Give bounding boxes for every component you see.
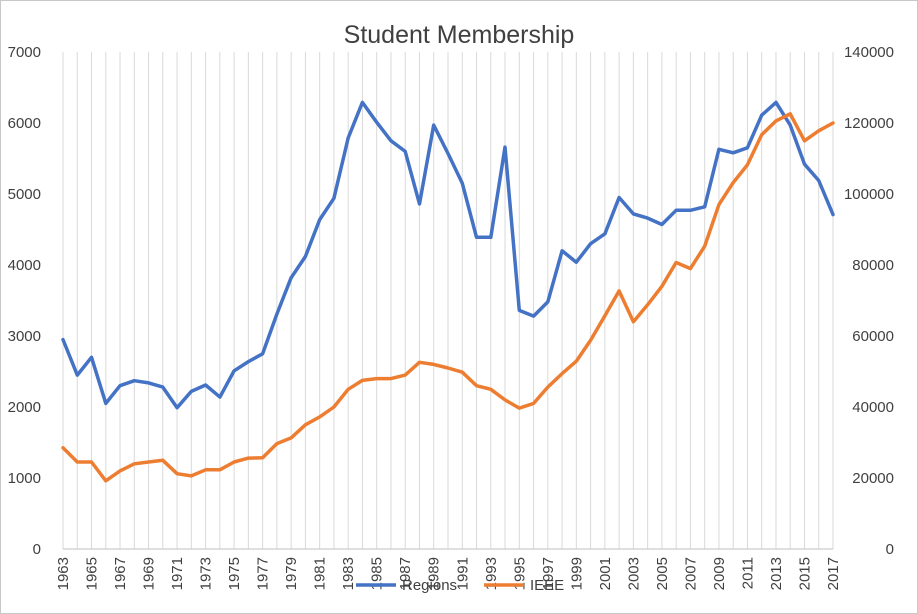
y-right-tick-label: 80000 [852, 257, 894, 274]
chart-title: Student Membership [344, 21, 575, 49]
x-tick-label: 1965 [84, 557, 101, 590]
y-right-tick-label: 0 [886, 541, 894, 558]
y-left-tick-label: 7000 [8, 44, 41, 61]
x-tick-label: 2015 [796, 557, 813, 590]
y-left-tick-label: 4000 [8, 257, 41, 274]
x-tick-label: 2011 [739, 557, 756, 589]
series-line-regions [61, 100, 835, 410]
series-lines [61, 100, 835, 483]
y-right-tick-label: 120000 [844, 115, 894, 132]
x-tick-label: 1975 [226, 557, 243, 590]
legend-label-regions: Regions [402, 577, 457, 594]
x-tick-label: 2009 [711, 557, 728, 590]
x-tick-label: 1999 [568, 557, 585, 590]
y-left-tick-label: 0 [33, 541, 41, 558]
x-tick-label: 1967 [112, 557, 129, 590]
x-tick-label: 1987 [397, 557, 414, 590]
x-tick-label: 1993 [483, 557, 500, 590]
y-right-tick-label: 40000 [852, 399, 894, 416]
series-line-ieee [61, 112, 835, 483]
y-right-tick-label: 140000 [844, 44, 894, 61]
x-tick-label: 2005 [654, 557, 671, 590]
legend-label-ieee: IEEE [530, 577, 564, 594]
x-tick-label: 1995 [511, 557, 528, 590]
x-tick-label: 1989 [426, 557, 443, 590]
x-tick-label: 2001 [597, 557, 614, 590]
y-left-tick-label: 6000 [8, 115, 41, 132]
x-tick-label: 2003 [625, 557, 642, 590]
y-right-tick-label: 100000 [844, 186, 894, 203]
y-right-tick-label: 60000 [852, 328, 894, 345]
x-tick-label: 1971 [169, 557, 186, 590]
x-tick-label: 1985 [369, 557, 386, 590]
axes: 0 1000 2000 3000 4000 5000 6000 7000 0 20000 40000… [8, 44, 894, 590]
x-tick-label: 1969 [141, 557, 158, 590]
y-left-tick-label: 2000 [8, 399, 41, 416]
x-tick-label: 2017 [825, 557, 842, 590]
x-tick-label: 1991 [454, 557, 471, 590]
x-tick-label: 1973 [198, 557, 215, 590]
x-tick-label: 1977 [255, 557, 272, 590]
x-tick-label: 1979 [283, 557, 300, 590]
gridlines [62, 52, 834, 549]
x-tick-label: 2007 [682, 557, 699, 590]
y-right-tick-label: 20000 [852, 470, 894, 487]
legend: Regions IEEE [356, 577, 564, 594]
x-tick-label: 1997 [540, 557, 557, 590]
x-tick-label: 2013 [768, 557, 785, 590]
y-left-tick-label: 5000 [8, 186, 41, 203]
x-tick-label: 1981 [312, 557, 329, 590]
y-left-tick-label: 1000 [8, 470, 41, 487]
x-tick-label: 1983 [340, 557, 357, 590]
x-tick-label: 1963 [55, 557, 72, 590]
y-left-tick-label: 3000 [8, 328, 41, 345]
